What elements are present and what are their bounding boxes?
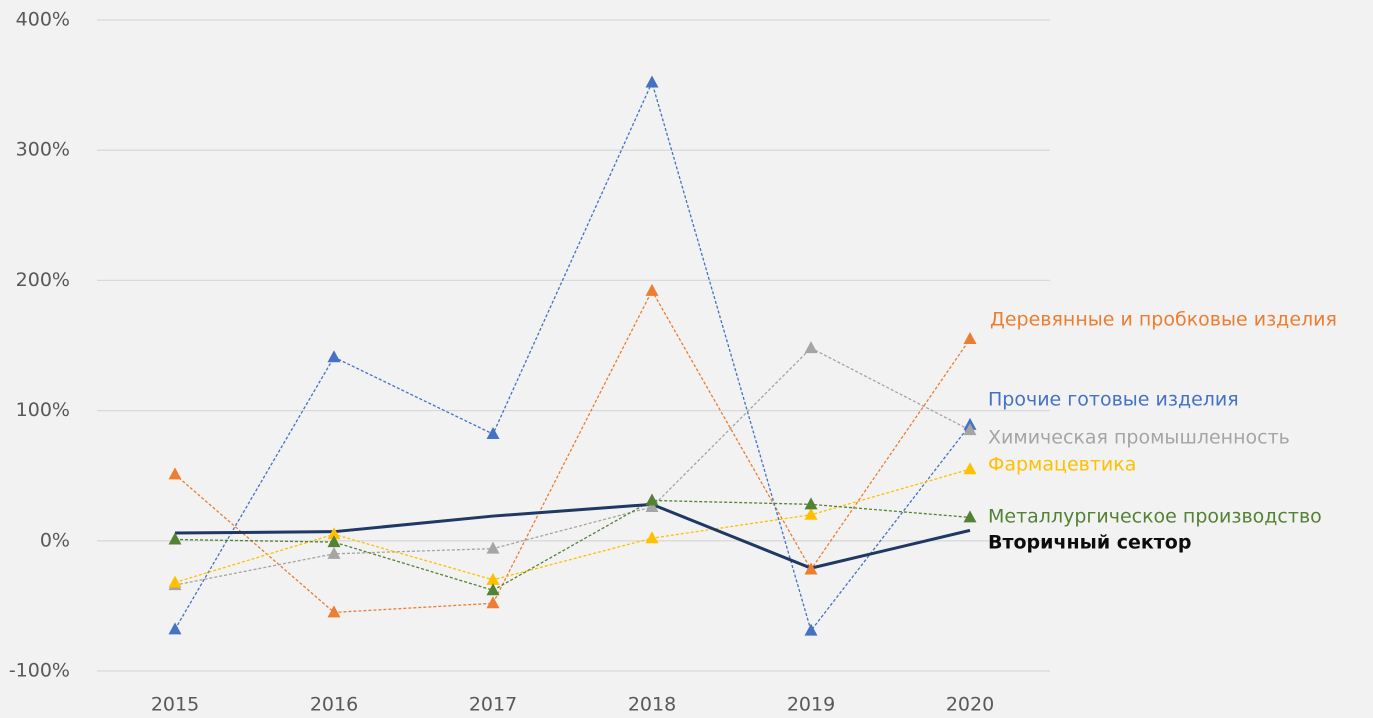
marker: [486, 541, 500, 554]
marker: [804, 341, 818, 354]
marker: [804, 497, 818, 510]
series-line: [174, 347, 971, 586]
y-tick-label: 200%: [16, 269, 70, 291]
x-tick-label: 2017: [469, 694, 517, 716]
x-tick-label: 2015: [151, 694, 199, 716]
series-line: [174, 502, 971, 570]
marker: [963, 331, 977, 344]
marker: [645, 499, 659, 512]
marker: [327, 546, 341, 559]
marker: [645, 283, 659, 296]
marker: [327, 350, 341, 363]
marker: [327, 527, 341, 540]
series-line: [174, 499, 971, 591]
marker: [486, 427, 500, 440]
marker: [168, 532, 182, 545]
series-line: [174, 468, 971, 584]
series-line: [174, 289, 971, 614]
y-tick-label: 400%: [16, 9, 70, 31]
series-label: Прочие готовые изделия: [988, 389, 1239, 411]
marker: [486, 583, 500, 596]
marker: [804, 623, 818, 636]
x-tick-label: 2019: [787, 694, 835, 716]
x-tick-label: 2020: [946, 694, 994, 716]
marker: [168, 467, 182, 480]
marker: [645, 493, 659, 506]
marker: [804, 507, 818, 520]
marker: [327, 535, 341, 548]
y-tick-label: 0%: [40, 529, 70, 551]
y-tick-label: 300%: [16, 139, 70, 161]
marker: [963, 462, 977, 475]
marker: [486, 596, 500, 609]
marker: [645, 75, 659, 88]
marker: [327, 605, 341, 618]
y-tick-label: 100%: [16, 399, 70, 421]
x-tick-label: 2016: [310, 694, 358, 716]
marker: [963, 423, 977, 436]
marker: [168, 622, 182, 635]
series-label: Металлургическое производство: [988, 506, 1322, 528]
series-line: [174, 80, 971, 633]
series-label: Деревянные и пробковые изделия: [990, 309, 1337, 331]
marker: [963, 510, 977, 523]
marker: [804, 562, 818, 575]
series-label: Фармацевтика: [988, 454, 1136, 476]
marker: [645, 531, 659, 544]
x-tick-label: 2018: [628, 694, 676, 716]
marker: [486, 572, 500, 585]
marker: [168, 575, 182, 588]
series-label: Вторичный сектор: [988, 532, 1191, 554]
y-tick-label: -100%: [9, 660, 70, 682]
series-label: Химическая промышленность: [988, 427, 1290, 449]
